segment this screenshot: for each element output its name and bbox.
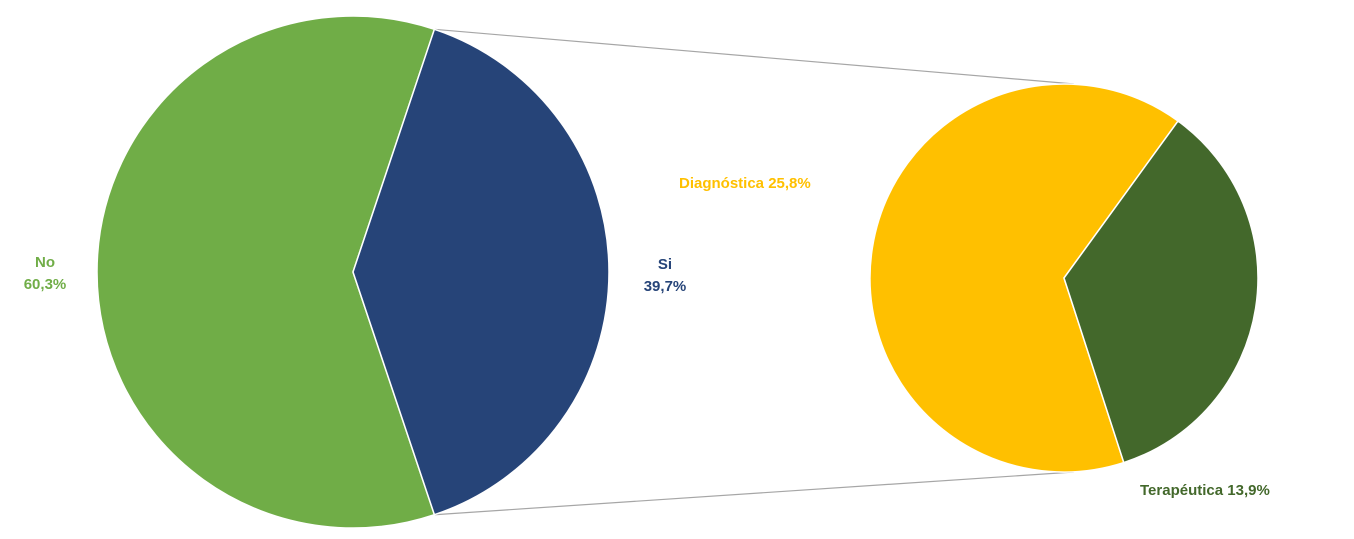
data-label-si: Si 39,7% (634, 254, 696, 298)
data-label-terapeutica-value: 13,9% (1227, 482, 1270, 499)
data-label-terapeutica: Terapéutica 13,9% (1140, 480, 1270, 502)
connector-line-top (434, 28, 1075, 85)
data-label-si-name: Si (657, 256, 673, 273)
data-label-si-value: 39,7% (643, 278, 687, 295)
secondary-pie (869, 83, 1259, 473)
pie-slice-si (352, 28, 610, 516)
data-label-terapeutica-name: Terapéutica (1140, 482, 1224, 499)
data-label-no-value: 60,3% (23, 276, 67, 293)
data-label-no-name: No (35, 254, 55, 271)
pie-slice-no (96, 15, 436, 529)
connector-line-bottom (434, 471, 1075, 516)
pie-slice-terapeutica (1063, 120, 1259, 464)
main-pie (96, 15, 610, 529)
data-label-no: No 60,3% (22, 252, 68, 296)
data-label-diagnostica: Diagnóstica 25,8% (679, 173, 811, 195)
connector-lines (434, 28, 1075, 516)
pie-slice-diagnostica (869, 83, 1180, 473)
data-label-diagnostica-name: Diagnóstica (679, 175, 765, 192)
data-label-diagnostica-value: 25,8% (768, 175, 811, 192)
